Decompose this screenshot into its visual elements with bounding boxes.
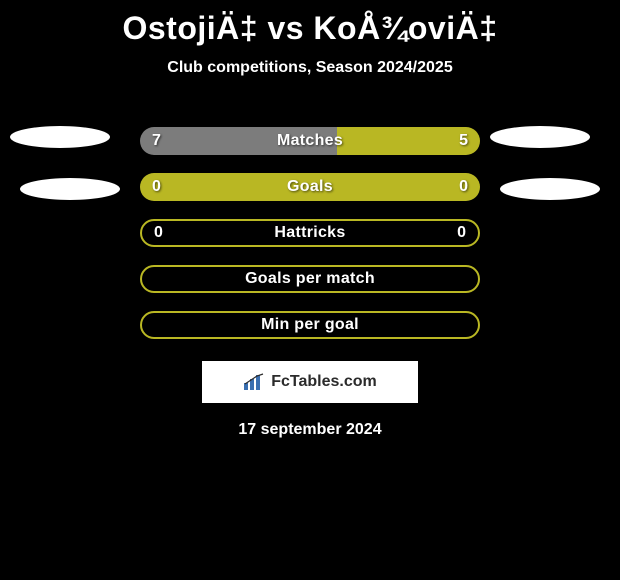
stat-label: Min per goal: [142, 313, 478, 337]
stat-label: Goals per match: [142, 267, 478, 291]
comparison-infographic: OstojiÄ‡ vs KoÅ¾oviÄ‡ Club competitions,…: [0, 0, 620, 580]
player-ellipse-left-1: [20, 178, 120, 200]
stat-row-min-per-goal: Min per goal: [140, 311, 480, 339]
player-ellipse-right-0: [490, 126, 590, 148]
stat-right-value: 0: [457, 221, 466, 245]
stat-row-hattricks: 0Hattricks0: [140, 219, 480, 247]
stat-row-goals: 0Goals0: [140, 173, 480, 201]
page-subtitle: Club competitions, Season 2024/2025: [0, 59, 620, 77]
generated-date: 17 september 2024: [0, 421, 620, 439]
stat-label: Matches: [140, 127, 480, 155]
stat-row-matches: 7Matches5: [140, 127, 480, 155]
logo-box: FcTables.com: [202, 361, 418, 403]
stat-label: Hattricks: [142, 221, 478, 245]
fctables-logo: FcTables.com: [243, 373, 377, 391]
stat-rows: 7Matches50Goals00Hattricks0Goals per mat…: [0, 127, 620, 339]
player-ellipse-right-1: [500, 178, 600, 200]
stat-label: Goals: [140, 173, 480, 201]
stat-right-value: 5: [459, 127, 468, 155]
player-ellipse-left-0: [10, 126, 110, 148]
logo-text: FcTables.com: [271, 373, 377, 391]
page-title: OstojiÄ‡ vs KoÅ¾oviÄ‡: [0, 0, 620, 47]
stat-right-value: 0: [459, 173, 468, 201]
bar-chart-icon: [243, 373, 265, 391]
stat-row-goals-per-match: Goals per match: [140, 265, 480, 293]
